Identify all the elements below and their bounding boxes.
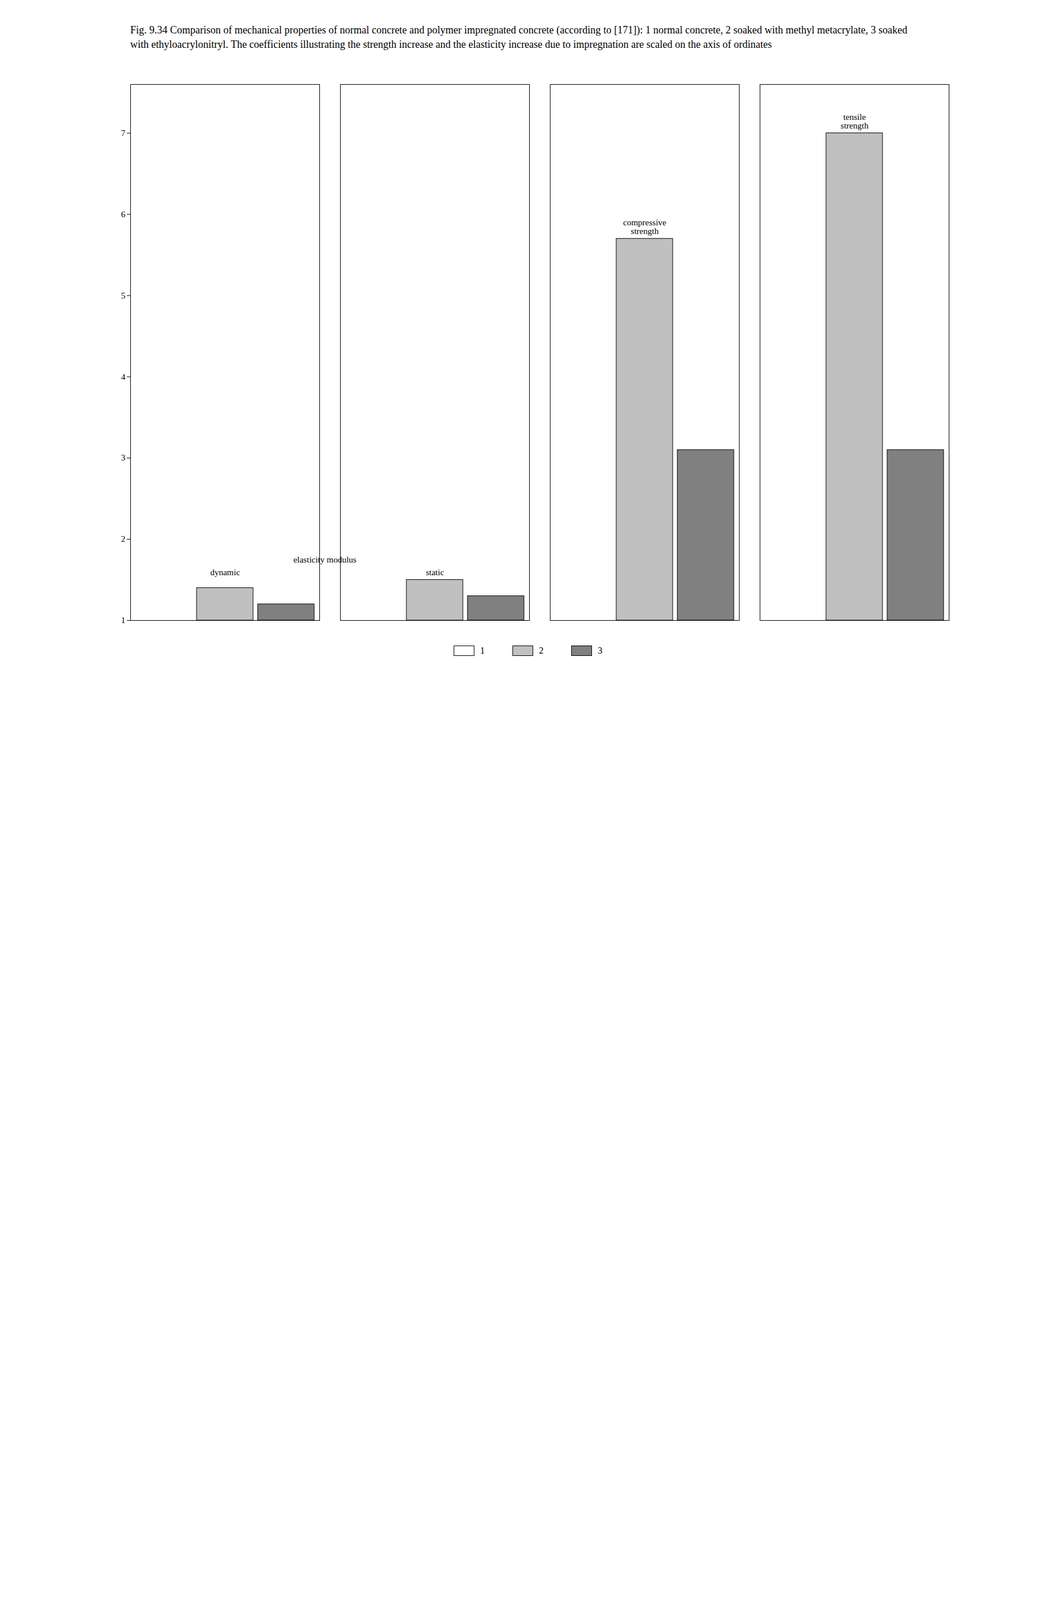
html-text:1: 1 [480, 645, 485, 656]
svg-text:1: 1 [121, 616, 126, 626]
svg-text:dynamic: dynamic [210, 567, 241, 577]
html-text:Fig. 9.34 Comparison of mechan: Fig. 9.34 Comparison of mechanical prope… [130, 24, 908, 51]
svg-text:5: 5 [121, 291, 126, 301]
svg-text:static: static [425, 567, 445, 577]
html-text:3: 3 [597, 645, 603, 656]
svg-text:compressivestrength: compressivestrength [623, 218, 667, 237]
svg-text:tensilestrength: tensilestrength [840, 112, 869, 131]
html-text:2: 2 [538, 645, 544, 656]
svg-text:6: 6 [121, 209, 126, 220]
svg-text:7: 7 [121, 128, 126, 138]
svg-text:2: 2 [121, 534, 126, 545]
svg-text:3: 3 [121, 453, 126, 463]
svg-text:4: 4 [121, 372, 126, 382]
svg-text:elasticity modulus: elasticity modulus [293, 555, 357, 565]
